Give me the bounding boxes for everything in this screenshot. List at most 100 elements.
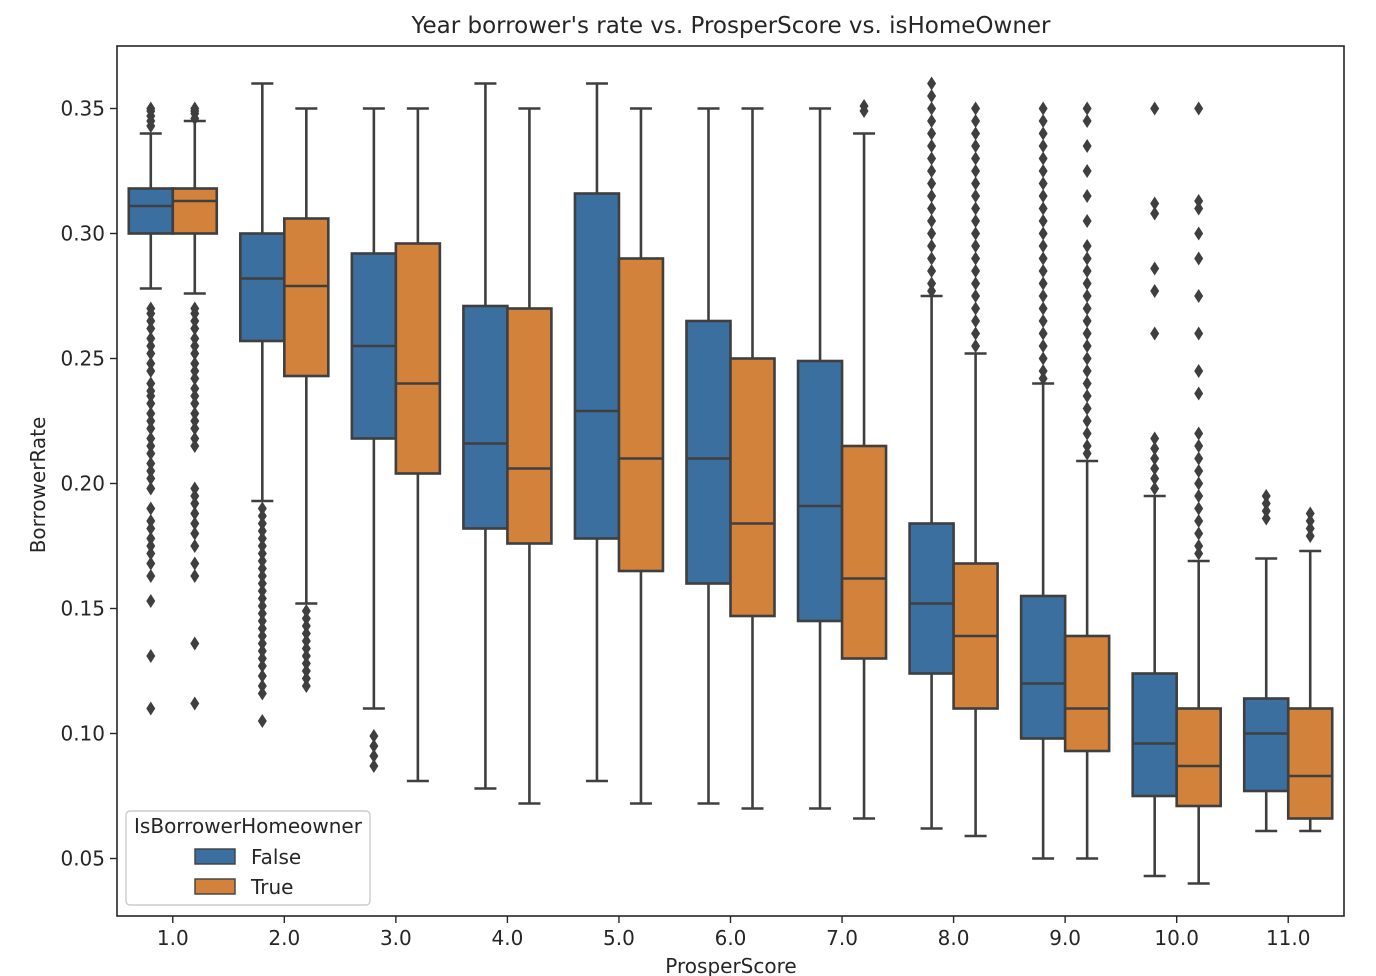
outlier-point [1038,164,1048,178]
outlier-point [1194,251,1204,266]
outlier-point [301,671,311,686]
box-iqr [171,187,219,235]
outlier-point [257,629,267,643]
outlier-point [927,251,937,266]
outlier-point [190,481,200,496]
outlier-point [1038,151,1048,166]
outlier-point [190,371,200,386]
outlier-point [190,389,200,403]
box-iqr [908,522,955,675]
outlier-point [146,376,156,391]
outlier-point [146,649,156,663]
outlier-point [1082,314,1092,328]
outlier-point [1194,526,1204,541]
outlier-point [1150,441,1160,456]
outlier-point [190,356,200,371]
outlier-point [257,554,267,568]
outlier-point [971,276,981,291]
box-group-false-7.0 [796,107,844,810]
outlier-point [190,364,200,378]
outlier-point [1038,314,1048,328]
outlier-point [369,729,379,743]
outlier-point [1082,364,1092,378]
outlier-point [927,101,937,116]
outlier-point [301,649,311,663]
outlier-point [146,119,156,133]
legend-label-false: False [251,845,301,869]
outlier-point [1194,364,1204,378]
outlier-point [190,506,200,521]
box-iqr [729,357,776,618]
outlier-point [1150,481,1160,496]
outlier-point [257,584,267,598]
outlier-point [190,346,200,361]
outlier-point [190,696,200,711]
outlier-point [146,356,156,371]
outlier-point [190,421,200,436]
outlier-point [1082,101,1092,116]
outlier-point [1082,351,1092,366]
outlier-point [301,641,311,656]
x-tick-label: 9.0 [1049,926,1081,950]
outlier-point [1082,414,1092,428]
y-tick-label: 0.10 [60,722,105,746]
outlier-point [1082,251,1092,266]
outlier-point [1305,506,1315,521]
outlier-point [927,264,937,278]
outlier-point [146,346,156,361]
outlier-point [1038,326,1048,341]
outlier-point [257,636,267,651]
axes: 0.05 0.10 0.15 0.20 0.25 0.30 0.35 1.0 2.0 3.0 4.0… [60,97,1310,951]
outlier-point [1261,504,1271,518]
outlier-point [971,251,981,266]
outlier-point [1038,201,1048,216]
legend-label-true: True [250,875,293,899]
y-tick-label: 0.35 [60,97,105,121]
outlier-point [146,514,156,528]
outlier-point [1038,301,1048,316]
x-tick-label: 2.0 [268,926,300,950]
box-iqr [1019,594,1067,740]
outlier-point [927,226,937,241]
outlier-point [301,604,311,618]
outlier-point [1194,476,1204,491]
outlier-point [190,526,200,541]
outlier-point [1038,114,1048,128]
outlier-point [257,509,267,523]
outlier-point [301,626,311,641]
outlier-point [146,446,156,461]
outlier-point [927,114,937,128]
outlier-point [927,76,937,91]
box-iqr [840,444,888,660]
box-iqr [394,242,442,475]
legend-title: IsBorrowerHomeowner [134,814,363,838]
box-group-false-4.0 [462,82,509,790]
outlier-point [146,594,156,608]
outlier-point [927,139,937,153]
outlier-point [1150,461,1160,476]
outlier-point [146,539,156,553]
outlier-point [190,111,200,126]
outlier-point [1150,471,1160,486]
outlier-point [257,659,267,673]
box-group-true-9.0 [1063,101,1111,860]
outlier-point [190,496,200,511]
outlier-point [146,464,156,478]
box-group-true-6.0 [729,107,776,810]
box-group-true-3.0 [394,107,442,783]
box-iqr [1131,672,1178,798]
outlier-point [301,679,311,693]
outlier-point [1261,496,1271,511]
outlier-point [927,214,937,228]
outlier-point [1150,206,1160,221]
box-group-true-11.0 [1286,506,1334,833]
outlier-point [146,314,156,328]
outlier-point [1194,226,1204,241]
outlier-point [190,569,200,583]
outlier-point [927,284,937,298]
outlier-point [971,101,981,116]
outlier-point [1150,196,1160,211]
y-tick-label: 0.20 [60,472,105,496]
outlier-point [1038,339,1048,353]
outlier-point [1150,326,1160,341]
